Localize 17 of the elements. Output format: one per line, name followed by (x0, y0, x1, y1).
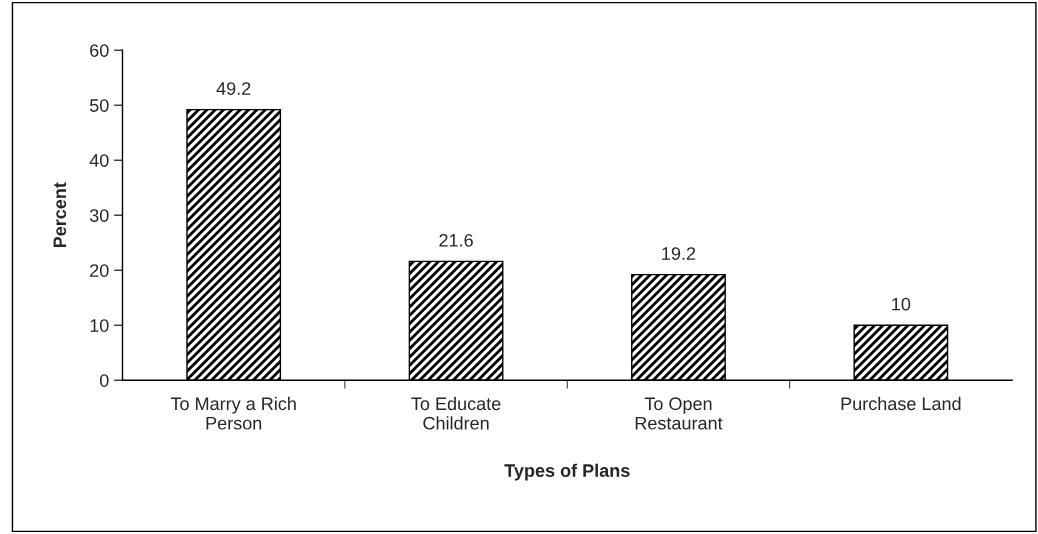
y-axis-title: Percent (53, 182, 67, 248)
x-tick-label: Purchase Land (841, 396, 961, 411)
y-tick-label: 40 (89, 154, 109, 167)
data-label: 19.2 (662, 247, 696, 260)
y-tick-label: 0 (99, 374, 109, 387)
x-tick-label: To Educate Children (411, 396, 501, 430)
data-label: 10 (892, 297, 911, 311)
y-tick-label: 20 (90, 264, 109, 277)
y-tick-label: 30 (89, 209, 109, 222)
y-tick-label: 50 (89, 99, 109, 112)
y-tick-label: 60 (90, 44, 109, 57)
x-tick-label: To Marry a Rich Person (170, 396, 296, 430)
y-tick-label: 10 (90, 319, 109, 332)
data-label: 21.6 (439, 233, 473, 247)
x-axis-title: Types of Plans (504, 463, 630, 481)
data-label: 49.2 (216, 82, 251, 95)
x-tick-label: To Open Restaurant (635, 397, 723, 430)
